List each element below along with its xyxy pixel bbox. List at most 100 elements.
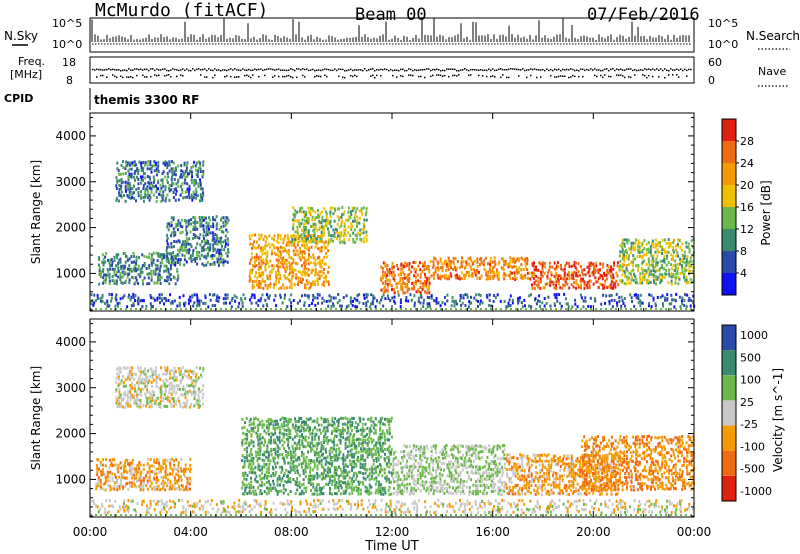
data-cell (295, 276, 297, 280)
data-cell (350, 479, 353, 483)
data-cell (380, 298, 383, 302)
data-cell (186, 390, 189, 394)
data-cell (291, 454, 294, 458)
data-cell (181, 373, 184, 377)
data-cell (140, 482, 143, 486)
data-cell (254, 450, 257, 454)
data-cell (97, 481, 100, 484)
data-cell (528, 294, 531, 298)
data-cell (388, 480, 391, 484)
data-cell (149, 160, 152, 164)
data-cell (672, 245, 675, 249)
data-cell (447, 256, 450, 260)
data-cell (120, 181, 123, 185)
data-cell (299, 299, 301, 303)
data-cell (146, 375, 149, 379)
data-cell (290, 418, 292, 422)
data-cell (157, 272, 160, 276)
data-cell (305, 421, 307, 425)
data-cell (511, 271, 513, 275)
data-cell (281, 465, 283, 469)
data-cell (329, 222, 332, 226)
data-cell (269, 285, 271, 289)
data-cell (286, 276, 289, 280)
data-cell (320, 447, 323, 450)
data-cell (621, 248, 624, 252)
data-cell (218, 261, 221, 265)
data-cell (366, 442, 369, 445)
data-cell (646, 248, 649, 252)
data-cell (448, 263, 450, 267)
data-cell (628, 247, 631, 251)
data-cell (610, 276, 613, 280)
data-cell (104, 488, 107, 492)
data-cell (118, 382, 121, 386)
data-cell (374, 305, 377, 309)
data-cell (588, 267, 591, 271)
data-cell (304, 271, 307, 275)
data-cell (332, 234, 335, 238)
data-cell (196, 253, 199, 257)
data-cell (294, 447, 297, 451)
data-cell (318, 459, 321, 463)
data-cell (188, 187, 191, 191)
data-cell (572, 285, 575, 289)
data-cell (133, 476, 136, 480)
data-cell (117, 466, 120, 470)
data-cell (156, 298, 159, 302)
data-cell (128, 463, 131, 467)
data-cell (333, 479, 336, 483)
data-cell (513, 271, 516, 275)
data-cell (298, 440, 301, 444)
data-cell (321, 227, 324, 231)
data-cell (307, 418, 310, 422)
data-cell (414, 270, 417, 274)
data-cell (175, 187, 177, 191)
data-cell (248, 482, 251, 486)
data-cell (192, 216, 195, 219)
data-cell (325, 279, 328, 283)
data-cell (337, 485, 340, 489)
data-cell (375, 423, 378, 427)
data-cell (253, 255, 256, 259)
data-cell (435, 296, 438, 300)
data-cell (274, 473, 277, 477)
data-cell (135, 163, 137, 167)
data-cell (476, 268, 479, 272)
data-cell (119, 260, 122, 264)
data-cell (621, 250, 624, 254)
data-cell (331, 460, 334, 464)
data-cell (387, 488, 390, 492)
data-cell (158, 269, 161, 273)
data-cell (303, 293, 306, 297)
data-cell (427, 287, 430, 291)
data-cell (497, 274, 500, 278)
data-cell (479, 294, 482, 297)
data-cell (189, 256, 192, 260)
data-cell (186, 479, 189, 483)
data-cell (326, 417, 329, 421)
data-cell (179, 475, 182, 479)
data-cell (137, 393, 140, 396)
data-cell (364, 440, 367, 444)
data-cell (399, 478, 402, 482)
data-cell (625, 282, 628, 286)
data-cell (175, 222, 178, 226)
data-cell (352, 455, 355, 459)
data-cell (217, 257, 220, 261)
data-cell (282, 249, 285, 253)
data-cell (249, 298, 251, 302)
data-cell (106, 304, 109, 308)
data-cell (122, 172, 125, 176)
data-cell (298, 252, 301, 255)
data-cell (639, 304, 642, 308)
data-cell (140, 163, 143, 167)
data-cell (209, 262, 212, 266)
data-cell (401, 288, 404, 292)
data-cell (128, 402, 131, 406)
data-cell (225, 242, 227, 246)
data-cell (118, 191, 121, 195)
data-cell (354, 240, 357, 244)
data-cell (414, 276, 417, 280)
data-cell (685, 275, 688, 279)
